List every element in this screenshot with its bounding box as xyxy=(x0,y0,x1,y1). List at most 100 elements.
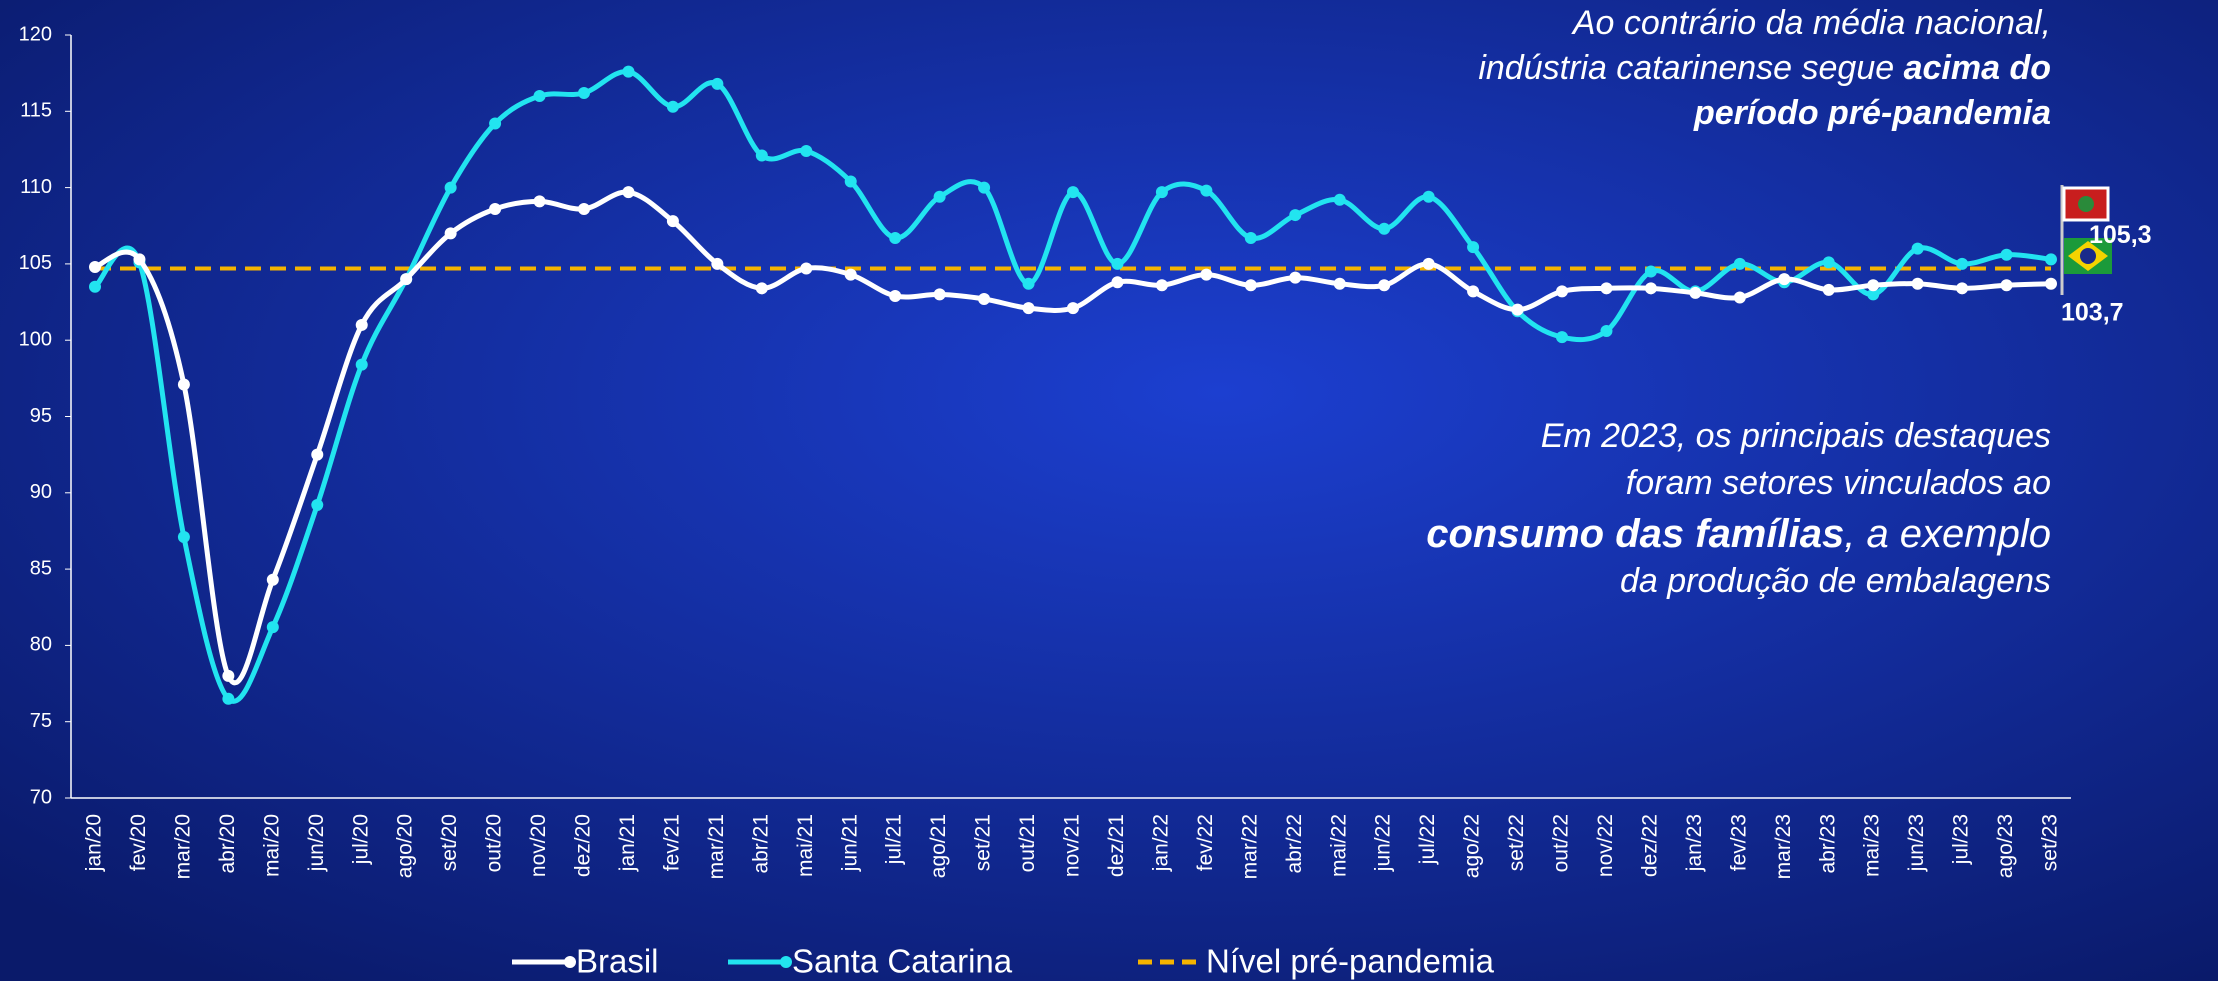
data-point xyxy=(1155,186,1168,199)
x-tick-label: ago/20 xyxy=(394,814,417,878)
data-point xyxy=(1644,265,1657,278)
data-point xyxy=(266,621,279,634)
x-tick-label: abr/22 xyxy=(1283,814,1306,874)
y-tick-label: 85 xyxy=(30,557,52,579)
x-tick-label: jun/21 xyxy=(838,814,861,872)
y-tick-label: 80 xyxy=(30,634,52,656)
data-point xyxy=(1467,241,1480,254)
data-point xyxy=(1956,282,1969,295)
x-tick-label: ago/21 xyxy=(927,814,950,878)
data-point xyxy=(311,499,324,512)
data-point xyxy=(133,253,146,266)
x-tick-label: mai/22 xyxy=(1327,814,1350,877)
data-point xyxy=(266,573,279,586)
x-tick-label: nov/20 xyxy=(527,814,550,877)
x-tick-label: mar/23 xyxy=(1772,814,1795,879)
x-tick-label: set/23 xyxy=(2039,814,2062,871)
x-tick-label: jan/21 xyxy=(616,814,639,872)
data-point xyxy=(1511,303,1524,316)
annotation-segment: Em 2023, os principais destaques xyxy=(1541,417,2051,455)
annotation-line: indústria catarinense segue acima do xyxy=(1478,49,2051,87)
data-point xyxy=(622,65,635,78)
data-point xyxy=(1289,209,1302,222)
x-tick-label: mar/20 xyxy=(171,814,194,879)
annotation-segment: acima do xyxy=(1904,49,2051,87)
data-point xyxy=(755,149,768,162)
data-point xyxy=(489,117,502,130)
legend-marker xyxy=(564,956,576,968)
data-point xyxy=(1111,276,1124,289)
value-label: 105,3 xyxy=(2089,221,2152,249)
x-tick-label: mai/21 xyxy=(794,814,817,877)
x-tick-label: dez/20 xyxy=(572,814,595,877)
x-tick-label: ago/22 xyxy=(1461,814,1484,878)
data-point xyxy=(355,358,368,371)
x-tick-label: jul/22 xyxy=(1416,814,1439,865)
data-point xyxy=(1378,222,1391,235)
annotation-segment: foram setores vinculados ao xyxy=(1626,464,2051,502)
data-point xyxy=(1600,282,1613,295)
data-point xyxy=(222,669,235,682)
data-point xyxy=(1244,279,1257,292)
data-point xyxy=(1822,283,1835,296)
data-point xyxy=(1822,256,1835,269)
data-point xyxy=(1333,277,1346,290)
data-point xyxy=(1600,325,1613,338)
x-tick-label: mar/22 xyxy=(1238,814,1261,879)
legend-marker xyxy=(780,956,792,968)
annotation-line: foram setores vinculados ao xyxy=(1626,464,2051,502)
data-point xyxy=(1067,302,1079,315)
data-point xyxy=(800,144,813,157)
y-tick-label: 70 xyxy=(30,786,52,808)
x-tick-label: jan/20 xyxy=(83,814,106,872)
x-tick-label: mai/20 xyxy=(260,814,283,877)
data-point xyxy=(2045,253,2057,266)
legend-label: Santa Catarina xyxy=(792,943,1013,980)
data-point xyxy=(666,215,679,228)
x-tick-label: set/21 xyxy=(972,814,995,871)
data-point xyxy=(844,268,857,281)
data-point xyxy=(1022,277,1035,290)
data-point xyxy=(1644,282,1657,295)
data-point xyxy=(933,288,946,301)
data-point xyxy=(533,90,546,103)
x-tick-label: out/21 xyxy=(1016,814,1039,872)
x-tick-label: dez/21 xyxy=(1105,814,1128,877)
data-point xyxy=(1778,273,1791,286)
data-point xyxy=(1333,193,1346,206)
x-tick-label: jun/23 xyxy=(1905,814,1928,872)
x-tick-label: fev/20 xyxy=(127,814,150,871)
annotation-segment: da produção de embalagens xyxy=(1620,562,2051,600)
x-tick-label: jul/21 xyxy=(883,814,906,865)
data-point xyxy=(1022,302,1035,315)
legend-label: Nível pré-pandemia xyxy=(1206,943,1495,980)
x-tick-label: ago/23 xyxy=(1994,814,2017,878)
x-tick-label: abr/23 xyxy=(1816,814,1839,874)
x-tick-label: out/22 xyxy=(1550,814,1573,872)
annotation-segment: consumo das famílias xyxy=(1426,512,1844,556)
data-point xyxy=(1689,286,1702,299)
data-point xyxy=(533,195,546,208)
x-tick-label: dez/22 xyxy=(1638,814,1661,877)
data-point xyxy=(1956,257,1969,270)
data-point xyxy=(177,378,190,391)
x-tick-label: abr/21 xyxy=(749,814,772,874)
data-point xyxy=(978,181,991,194)
data-point xyxy=(1111,257,1124,270)
data-point xyxy=(1244,231,1257,244)
x-tick-label: jun/22 xyxy=(1372,814,1395,872)
annotation-line: Ao contrário da média nacional, xyxy=(1571,4,2051,42)
data-point xyxy=(2000,279,2013,292)
data-point xyxy=(666,100,679,113)
data-point xyxy=(755,282,768,295)
y-tick-label: 105 xyxy=(19,252,52,274)
data-point xyxy=(1911,277,1924,290)
data-point xyxy=(1200,184,1213,197)
data-point xyxy=(1733,291,1746,304)
y-tick-label: 100 xyxy=(19,328,52,350)
data-point xyxy=(222,692,235,705)
data-point xyxy=(1200,268,1213,281)
data-point xyxy=(933,190,946,203)
data-point xyxy=(1422,257,1435,270)
